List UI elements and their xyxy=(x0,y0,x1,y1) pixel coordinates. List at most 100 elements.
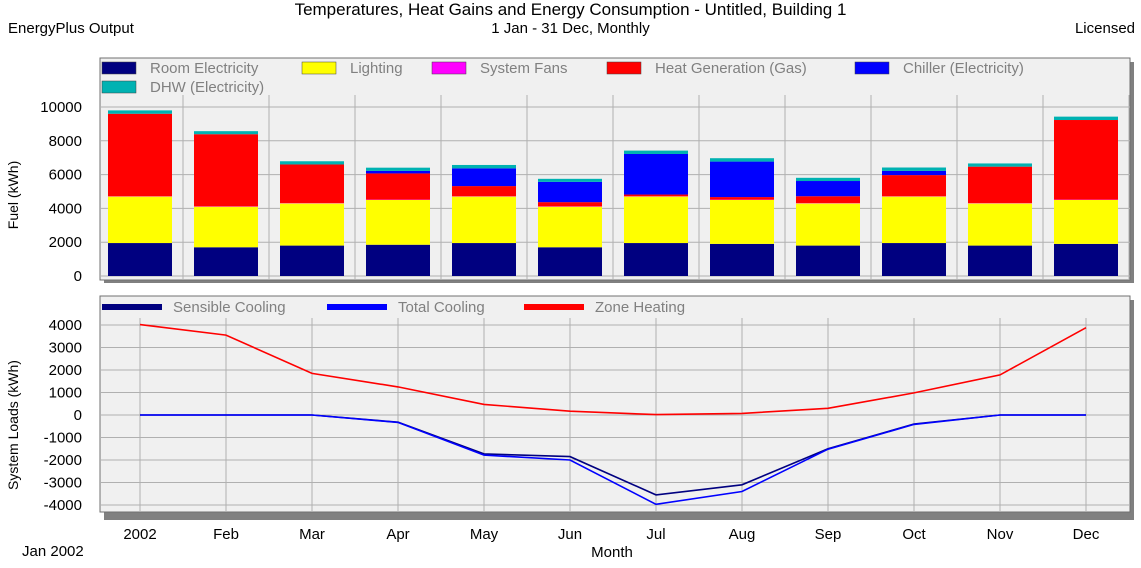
line-ytick-label: 3000 xyxy=(49,340,82,357)
bar-legend-swatch xyxy=(606,61,642,75)
bar-segment xyxy=(882,196,946,244)
bar-segment xyxy=(194,134,258,207)
source-label: EnergyPlus Output xyxy=(8,20,134,37)
bar-legend-label: Chiller (Electricity) xyxy=(903,60,1024,77)
bar-segment xyxy=(624,194,688,197)
bar-segment xyxy=(452,196,516,244)
bar-segment xyxy=(194,131,258,135)
bar-segment xyxy=(796,181,860,197)
bar-segment xyxy=(538,206,602,248)
bar-segment xyxy=(796,203,860,246)
line-ytick-label: 0 xyxy=(74,407,82,424)
bar-segment xyxy=(624,150,688,154)
xtick-label: 2002 xyxy=(123,526,156,543)
bar-segment xyxy=(366,167,430,171)
bar-segment xyxy=(538,247,602,276)
xtick-label: Apr xyxy=(386,526,409,543)
bar-legend-label: Heat Generation (Gas) xyxy=(655,60,807,77)
bar-ylabel: Fuel (kWh) xyxy=(5,161,21,229)
bar-segment xyxy=(882,243,946,276)
xlabel: Month xyxy=(591,544,633,561)
license-label: Licensed xyxy=(1074,20,1135,37)
xtick-label: Mar xyxy=(299,526,325,543)
line-ytick-label: -2000 xyxy=(44,452,82,469)
bar-ytick-label: 0 xyxy=(74,268,82,285)
bar-segment xyxy=(1054,199,1118,244)
bar-segment xyxy=(108,110,172,114)
bar-segment xyxy=(366,244,430,276)
bar-segment xyxy=(796,245,860,276)
bar-segment xyxy=(624,153,688,195)
bar-segment xyxy=(452,164,516,169)
bar-segment xyxy=(366,173,430,200)
xtick-label: Jun xyxy=(558,526,582,543)
bar-segment xyxy=(710,197,774,200)
period-start-label: Jan 2002 xyxy=(22,543,84,560)
bar-segment xyxy=(452,168,516,187)
bar-legend-swatch xyxy=(431,61,467,75)
bar-segment xyxy=(882,167,946,171)
bar-legend-label: Lighting xyxy=(350,60,403,77)
line-ytick-label: 1000 xyxy=(49,385,82,402)
bar-segment xyxy=(796,177,860,182)
bar-segment xyxy=(796,196,860,203)
xtick-label: Aug xyxy=(729,526,756,543)
bar-segment xyxy=(710,158,774,162)
line-ytick-label: 4000 xyxy=(49,317,82,334)
line-legend-label: Zone Heating xyxy=(595,299,685,316)
xtick-label: Oct xyxy=(902,526,926,543)
bar-segment xyxy=(108,243,172,276)
bar-segment xyxy=(108,113,172,197)
bar-legend-label: Room Electricity xyxy=(150,60,259,77)
xtick-label: Feb xyxy=(213,526,239,543)
bar-plot-area xyxy=(99,57,1131,281)
bar-segment xyxy=(968,245,1032,276)
chart-title: Temperatures, Heat Gains and Energy Cons… xyxy=(294,0,847,19)
bar-segment xyxy=(452,186,516,197)
bar-segment xyxy=(538,181,602,203)
bar-segment xyxy=(538,178,602,182)
xtick-label: Nov xyxy=(987,526,1014,543)
line-ylabel: System Loads (kWh) xyxy=(5,360,21,490)
line-ytick-label: 2000 xyxy=(49,362,82,379)
bar-segment xyxy=(280,245,344,276)
xtick-label: May xyxy=(470,526,499,543)
bar-segment xyxy=(280,203,344,246)
bar-ytick-label: 6000 xyxy=(49,167,82,184)
bar-segment xyxy=(452,243,516,276)
bar-ytick-label: 2000 xyxy=(49,234,82,251)
bar-legend-label: System Fans xyxy=(480,60,568,77)
line-legend-label: Sensible Cooling xyxy=(173,299,286,316)
bar-segment xyxy=(710,161,774,198)
bar-ytick-label: 10000 xyxy=(40,99,82,116)
bar-segment xyxy=(194,247,258,276)
bar-segment xyxy=(366,199,430,245)
bar-ytick-label: 8000 xyxy=(49,133,82,150)
series-line xyxy=(140,414,1086,506)
line-plot-area xyxy=(99,295,1131,513)
bar-segment xyxy=(968,166,1032,203)
bar-legend-swatch xyxy=(101,61,137,75)
series-line xyxy=(139,323,1087,416)
bar-segment xyxy=(538,202,602,207)
line-ytick-label: -3000 xyxy=(44,475,82,492)
bar-segment xyxy=(1054,116,1118,121)
bar-segment xyxy=(194,206,258,248)
bar-legend-label: DHW (Electricity) xyxy=(150,79,264,96)
xtick-label: Sep xyxy=(815,526,842,543)
date-range-subtitle: 1 Jan - 31 Dec, Monthly xyxy=(491,20,650,37)
bar-legend-swatch xyxy=(301,61,337,75)
line-ytick-label: -1000 xyxy=(44,430,82,447)
bar-segment xyxy=(624,243,688,276)
bar-segment xyxy=(968,163,1032,167)
line-ytick-label: -4000 xyxy=(44,497,82,514)
bar-segment xyxy=(1054,243,1118,276)
bar-segment xyxy=(1054,120,1118,200)
bar-legend-swatch xyxy=(854,61,890,75)
bar-legend-swatch xyxy=(101,80,137,94)
bar-segment xyxy=(968,203,1032,246)
bar-segment xyxy=(710,243,774,276)
bar-segment xyxy=(366,170,430,174)
bar-ytick-label: 4000 xyxy=(49,200,82,217)
